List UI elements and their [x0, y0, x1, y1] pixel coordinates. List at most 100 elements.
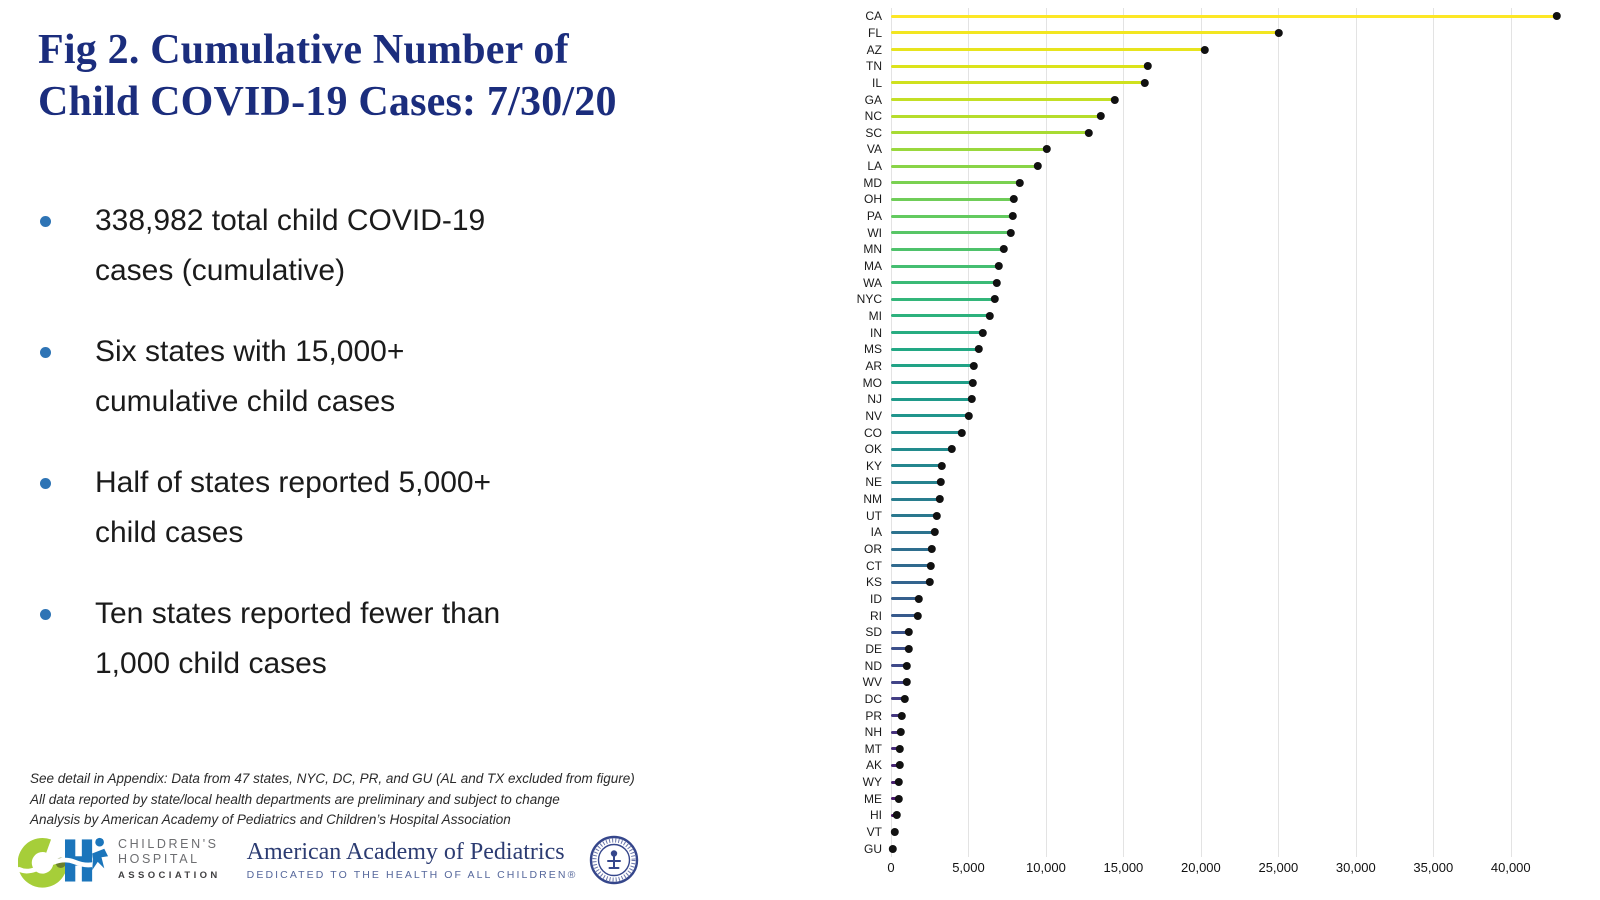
- lollipop-line: [891, 281, 997, 285]
- state-label: TN: [866, 59, 882, 74]
- bullet-text: 1,000 child cases: [95, 647, 327, 680]
- cha-line1: CHILDREN'S: [118, 837, 219, 851]
- lollipop-line: [891, 397, 971, 401]
- lollipop-line: [891, 647, 908, 651]
- lollipop-line: [891, 364, 974, 368]
- gridline: [1278, 8, 1280, 857]
- bullet-dot-icon: [40, 478, 51, 489]
- lollipop-dot: [895, 744, 904, 753]
- state-label: IN: [870, 325, 882, 340]
- lollipop-dot: [1200, 45, 1209, 54]
- state-label: AK: [865, 758, 882, 773]
- gridline: [1045, 8, 1047, 857]
- state-label: NYC: [856, 292, 882, 307]
- state-label: LA: [867, 159, 882, 174]
- state-label: DE: [865, 641, 882, 656]
- lollipop-dot: [993, 278, 1002, 287]
- bullet-list: 338,982 total child COVID-19 cases (cumu…: [38, 196, 658, 720]
- lollipop-line: [891, 797, 898, 801]
- state-label: MT: [864, 741, 882, 756]
- cha-logo-text: CHILDREN'S HOSPITAL ASSOCIATION: [118, 837, 221, 883]
- state-label: PR: [865, 708, 882, 723]
- lollipop-dot: [1275, 28, 1284, 37]
- x-tick-label: 5,000: [952, 860, 985, 875]
- state-label: WA: [863, 275, 882, 290]
- aap-title: American Academy of Pediatrics: [246, 839, 565, 865]
- lollipop-line: [891, 730, 900, 734]
- state-label: PA: [866, 209, 882, 224]
- lollipop-dot: [938, 461, 947, 470]
- state-label: CT: [866, 558, 882, 573]
- lollipop-line: [891, 197, 1014, 201]
- gridline: [1123, 8, 1125, 857]
- x-tick-label: 15,000: [1103, 860, 1144, 875]
- state-label: MD: [863, 175, 882, 190]
- lollipop-dot: [931, 528, 940, 537]
- state-label: ME: [864, 791, 882, 806]
- lollipop-line: [891, 680, 906, 684]
- state-label: IL: [871, 75, 882, 90]
- lollipop-dot: [1096, 112, 1105, 121]
- lollipop-dot: [994, 262, 1003, 271]
- lollipop-line: [891, 614, 918, 618]
- state-label: VT: [866, 825, 882, 840]
- state-label: IA: [870, 525, 882, 540]
- lollipop-dot: [932, 511, 941, 520]
- lollipop-dot: [1042, 145, 1051, 154]
- lollipop-line: [891, 64, 1147, 68]
- state-label: AR: [865, 358, 882, 373]
- lollipop-dot: [1008, 212, 1017, 221]
- lollipop-line: [891, 747, 900, 751]
- state-label: CA: [865, 9, 882, 24]
- lollipop-line: [891, 81, 1144, 85]
- state-label: CO: [864, 425, 882, 440]
- lollipop-line: [891, 530, 935, 534]
- lollipop-line: [891, 447, 951, 451]
- gridline: [1200, 8, 1202, 857]
- lollipop-dot: [925, 578, 934, 587]
- lollipop-line: [891, 131, 1088, 135]
- x-tick-label: 25,000: [1258, 860, 1299, 875]
- lollipop-line: [891, 763, 899, 767]
- bullet-text: Ten states reported fewer than: [95, 597, 501, 630]
- state-label: NE: [865, 475, 882, 490]
- state-label: NM: [863, 492, 882, 507]
- page-title: Fig 2. Cumulative Number of Child COVID-…: [38, 24, 758, 128]
- lollipop-line: [891, 98, 1115, 102]
- aap-logo-text: American Academy of Pediatrics DEDICATED…: [247, 839, 578, 881]
- state-label: NC: [864, 109, 882, 124]
- child-covid-cases-chart: CA FL AZ TN IL GA NC SC VA LA MD OH PA WI MN MA WA NYC MI I…: [818, 8, 1590, 894]
- lollipop-line: [891, 580, 929, 584]
- x-tick-label: 20,000: [1180, 860, 1221, 875]
- bullet-dot-icon: [40, 216, 51, 227]
- lollipop-dot: [928, 545, 937, 554]
- lollipop-dot: [891, 828, 900, 837]
- bullet-item-half-states: Half of states reported 5,000+ child cas…: [38, 458, 658, 558]
- lollipop-dot: [937, 478, 946, 487]
- lollipop-dot: [1140, 78, 1149, 87]
- state-label: KY: [865, 458, 882, 473]
- lollipop-line: [891, 264, 998, 268]
- lollipop-dot: [964, 411, 973, 420]
- bullet-dot-icon: [40, 347, 51, 358]
- lollipop-line: [891, 547, 932, 551]
- gridline: [968, 8, 970, 857]
- bullet-item-six-states: Six states with 15,000+ cumulative child…: [38, 327, 658, 427]
- lollipop-line: [891, 480, 941, 484]
- lollipop-dot: [974, 345, 983, 354]
- lollipop-dot: [914, 611, 923, 620]
- lollipop-line: [891, 514, 936, 518]
- lollipop-dot: [1084, 128, 1093, 137]
- x-axis: 0 5,000 10,000 15,000 20,000 25,000 30,000 35,0…: [887, 860, 1565, 880]
- state-label: NJ: [867, 392, 882, 407]
- y-axis-labels: CA FL AZ TN IL GA NC SC VA LA MD OH PA WI MN MA WA NYC MI I…: [818, 8, 882, 857]
- footnote-line: See detail in Appendix: Data from 47 sta…: [30, 771, 635, 786]
- lollipop-dot: [894, 778, 903, 787]
- lollipop-dot: [1110, 95, 1119, 104]
- bullet-item-total-cases: 338,982 total child COVID-19 cases (cumu…: [38, 196, 658, 296]
- footnote-line: Analysis by American Academy of Pediatri…: [30, 812, 511, 827]
- lollipop-dot: [904, 628, 913, 637]
- state-label: UT: [866, 508, 882, 523]
- x-tick-label: 30,000: [1335, 860, 1376, 875]
